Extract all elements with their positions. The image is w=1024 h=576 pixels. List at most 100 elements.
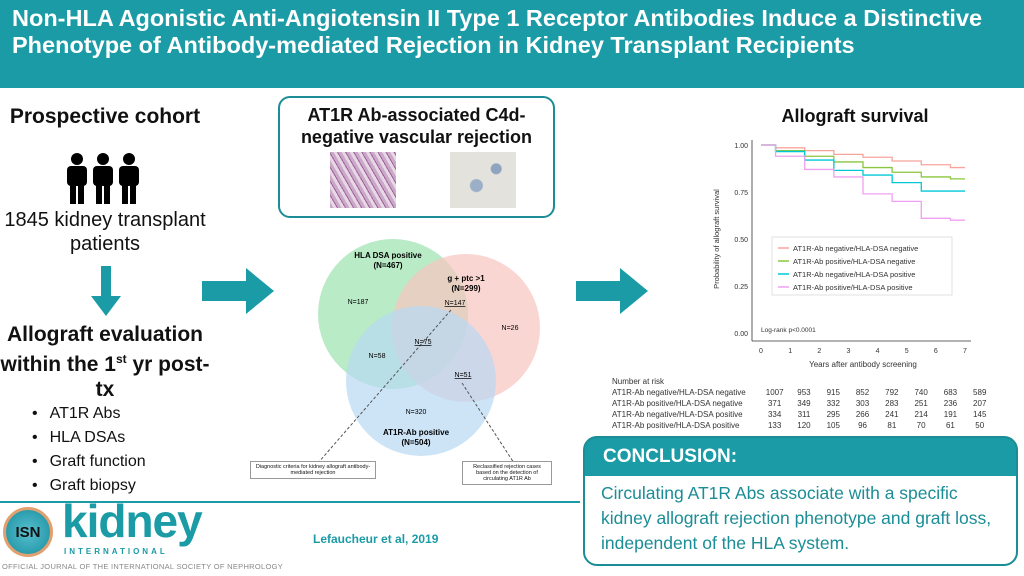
list-item: Graft function xyxy=(32,450,146,474)
list-item: Graft biopsy xyxy=(32,474,146,498)
right-arrow-icon xyxy=(202,268,274,314)
risk-value: 241 xyxy=(885,410,899,419)
kidney-international-logo: INTERNATIONAL xyxy=(64,547,168,556)
risk-value: 283 xyxy=(885,399,899,408)
histology-image-c4d xyxy=(450,152,516,208)
venn-region: N=187 xyxy=(348,299,369,306)
survival-curve xyxy=(761,144,965,169)
venn-region: N=320 xyxy=(406,409,427,416)
chart-title: Allograft survival xyxy=(781,106,929,126)
heading-text: Allograft evaluation within the 1 xyxy=(0,323,204,376)
venn-diagram: HLA DSA positive (N=467) g + ptc >1 (N=2… xyxy=(317,239,540,464)
venn-region: N=75 xyxy=(415,339,432,346)
isn-logo: ISN xyxy=(3,507,53,557)
risk-value: 236 xyxy=(943,399,958,408)
risk-table-title: Number at risk xyxy=(612,377,665,386)
risk-table-row: AT1R-Ab negative/HLA-DSA positive 334 311 2… xyxy=(612,409,1012,420)
x-axis-label: Years after antibody screening xyxy=(809,360,917,369)
risk-table-row: AT1R-Ab positive/HLA-DSA negative 371 349 3… xyxy=(612,398,1012,409)
citation: Lefaucheur et al, 2019 xyxy=(313,532,439,546)
risk-value: 105 xyxy=(826,421,840,430)
legend-label: AT1R-Ab positive/HLA-DSA positive xyxy=(793,283,913,292)
survival-curve xyxy=(761,144,965,221)
venn-set-at1r xyxy=(346,306,496,456)
x-tick-label: 7 xyxy=(963,348,967,355)
conclusion-box: CONCLUSION: Circulating AT1R Abs associa… xyxy=(583,436,1018,566)
venn-label: (N=467) xyxy=(373,261,402,270)
risk-value: 740 xyxy=(914,388,928,397)
risk-value: 266 xyxy=(855,410,870,419)
journal-tagline: OFFICIAL JOURNAL OF THE INTERNATIONAL SO… xyxy=(2,562,284,571)
allograft-evaluation-heading: Allograft evaluation within the 1st yr p… xyxy=(0,323,209,401)
risk-value: 191 xyxy=(943,410,958,419)
risk-value: 589 xyxy=(973,388,987,397)
risk-value: 915 xyxy=(826,388,840,397)
risk-value: 145 xyxy=(973,410,987,419)
risk-value: 61 xyxy=(945,421,955,430)
legend-label: AT1R-Ab positive/HLA-DSA negative xyxy=(793,257,915,266)
risk-table: AT1R-Ab negative/HLA-DSA negative 1007 953… xyxy=(612,387,1012,431)
callout-line xyxy=(317,309,452,464)
venn-region: N=26 xyxy=(502,325,519,332)
risk-value: 303 xyxy=(855,399,870,408)
risk-value: 251 xyxy=(914,399,928,408)
list-item: HLA DSAs xyxy=(32,426,146,450)
x-tick-label: 4 xyxy=(876,348,880,355)
venn-label: (N=299) xyxy=(451,284,480,293)
venn-label: HLA DSA positive xyxy=(354,251,422,260)
risk-value: 81 xyxy=(887,421,897,430)
title-banner: Non-HLA Agonistic Anti-Angiotensin II Ty… xyxy=(0,0,1024,88)
risk-table-row: AT1R-Ab positive/HLA-DSA positive 133 120 1… xyxy=(612,420,1012,431)
callout-line xyxy=(461,382,515,464)
right-arrow-icon xyxy=(576,268,648,314)
risk-value: 1007 xyxy=(765,388,784,397)
risk-value: 349 xyxy=(797,399,811,408)
risk-value: 852 xyxy=(855,388,870,397)
survival-curve xyxy=(761,144,965,192)
prospective-cohort-heading: Prospective cohort xyxy=(9,105,201,128)
risk-value: 120 xyxy=(797,421,811,430)
y-tick-label: 0.25 xyxy=(734,284,748,291)
kidney-logo: kidney xyxy=(62,495,203,547)
risk-value: 133 xyxy=(767,421,782,430)
risk-value: 96 xyxy=(858,421,867,430)
box-title: AT1R Ab-associated C4d-negative vascular… xyxy=(300,105,533,147)
people-icon xyxy=(67,153,139,204)
evaluation-list: AT1R Abs HLA DSAs Graft function Graft b… xyxy=(32,402,146,498)
risk-row-label: AT1R-Ab negative/HLA-DSA positive xyxy=(612,410,743,419)
risk-value: 332 xyxy=(826,399,840,408)
legend-box xyxy=(771,236,953,296)
log-rank-annotation: Log-rank p<0.0001 xyxy=(761,327,816,334)
patients-count: 1845 kidney transplant patients xyxy=(4,209,206,255)
risk-row-label: AT1R-Ab positive/HLA-DSA negative xyxy=(612,399,743,408)
risk-row-label: AT1R-Ab positive/HLA-DSA positive xyxy=(612,421,740,430)
x-tick-label: 2 xyxy=(817,348,821,355)
risk-value: 207 xyxy=(973,399,987,408)
rejection-phenotype-box: AT1R Ab-associated C4d-negative vascular… xyxy=(278,96,555,218)
risk-value: 295 xyxy=(826,410,840,419)
y-axis-label: Probability of allograft survival xyxy=(712,189,721,289)
x-tick-label: 3 xyxy=(846,348,850,355)
venn-label: AT1R-Ab positive xyxy=(383,428,450,437)
x-tick-label: 0 xyxy=(759,348,763,355)
venn-label: g + ptc >1 xyxy=(447,274,485,283)
footer-divider xyxy=(0,501,580,503)
y-tick-label: 0.75 xyxy=(734,190,748,197)
risk-row-label: AT1R-Ab negative/HLA-DSA negative xyxy=(612,388,746,397)
risk-value: 334 xyxy=(767,410,782,419)
legend-label: AT1R-Ab negative/HLA-DSA negative xyxy=(793,244,918,253)
survival-chart: 0.00 0.25 0.50 0.75 1.00 0 1 2 3 4 5 6 7 Years after … xyxy=(712,140,971,369)
conclusion-heading: CONCLUSION: xyxy=(603,446,738,467)
heading-sup: st xyxy=(115,352,127,366)
heading-text-end: yr post-tx xyxy=(95,353,210,401)
x-tick-label: 1 xyxy=(788,348,792,355)
risk-value: 683 xyxy=(943,388,958,397)
venn-region: N=58 xyxy=(369,353,386,360)
risk-value: 792 xyxy=(885,388,899,397)
y-tick-label: 0.00 xyxy=(734,331,748,338)
venn-region: N=147 xyxy=(445,300,466,307)
callout-diagnostic-criteria: Diagnostic criteria for kidney allograft… xyxy=(250,461,376,479)
venn-label: (N=504) xyxy=(401,438,430,447)
y-tick-label: 0.50 xyxy=(734,237,748,244)
survival-curve xyxy=(761,144,965,180)
